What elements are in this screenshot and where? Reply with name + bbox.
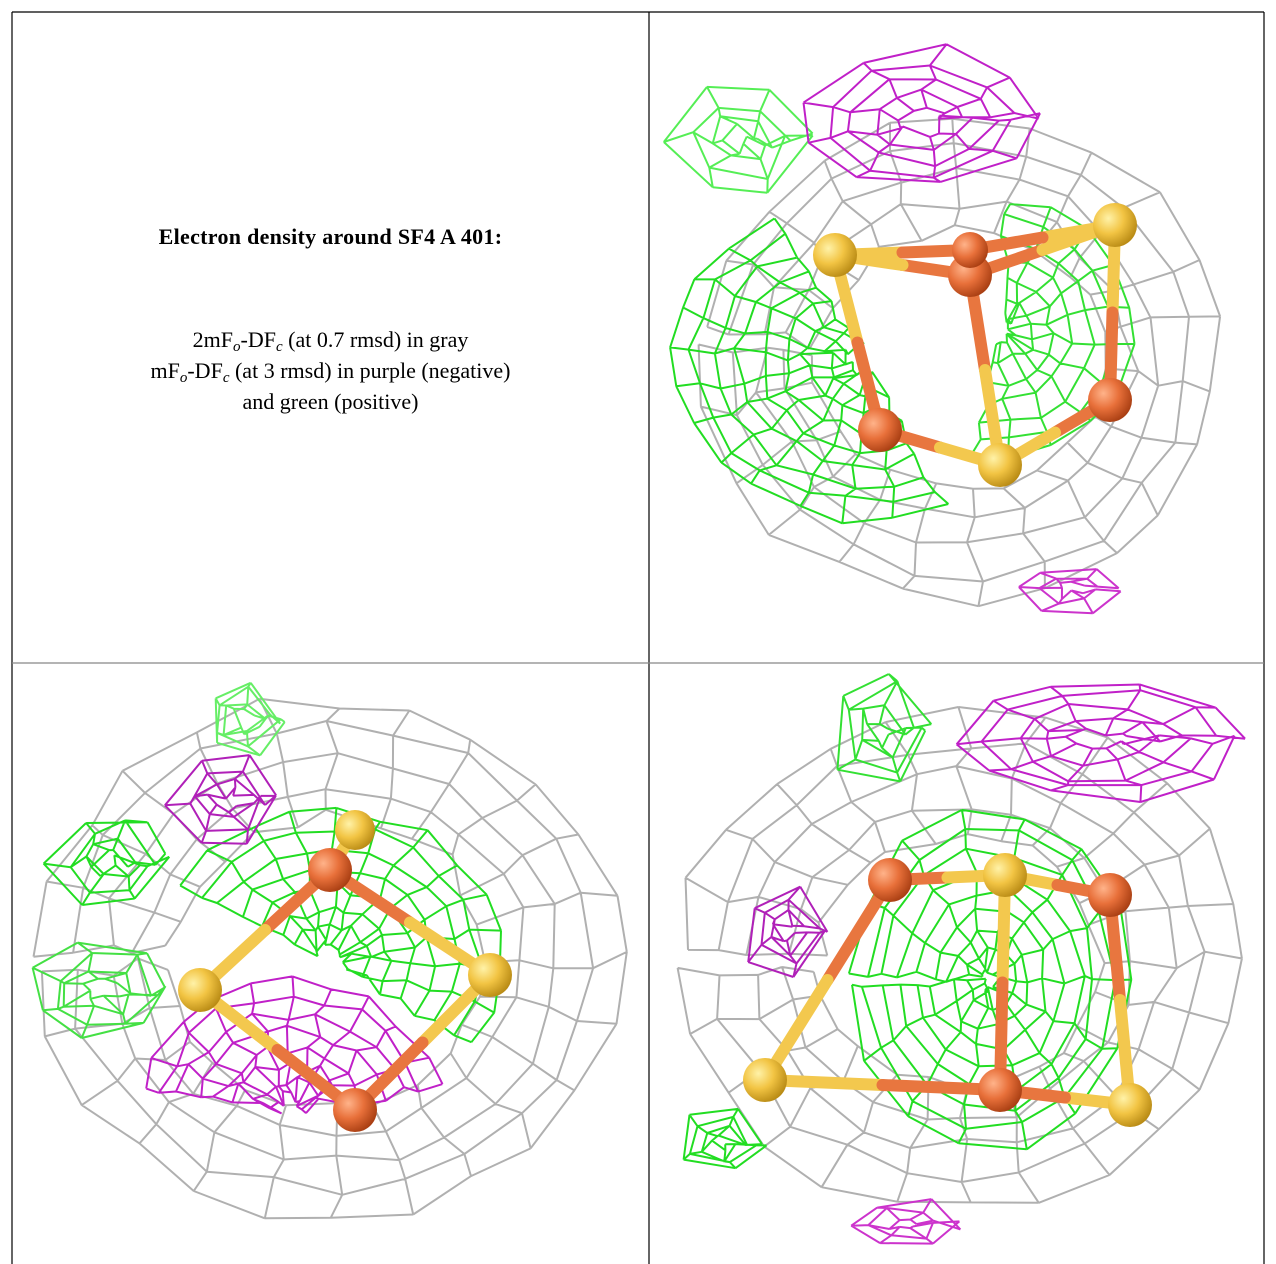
- atom: [978, 1068, 1022, 1112]
- density-mesh: [1018, 568, 1122, 615]
- text-run: 2mF: [192, 327, 233, 352]
- atom: [868, 858, 912, 902]
- subscript: o: [233, 339, 241, 355]
- text-run: mF: [150, 358, 180, 383]
- atom: [1088, 378, 1132, 422]
- density-mesh: [214, 681, 286, 757]
- text-run: (at 0.7 rmsd) in gray: [282, 327, 469, 352]
- density-mesh: [955, 683, 1246, 803]
- atom: [1093, 203, 1137, 247]
- density-mesh: [164, 754, 277, 845]
- caption-title: Electron density around SF4 A 401:: [158, 224, 503, 249]
- atom: [858, 408, 902, 452]
- atom: [1088, 873, 1132, 917]
- caption-cell: Electron density around SF4 A 401: 2mFo-…: [12, 12, 649, 663]
- density-mesh: [42, 819, 171, 906]
- subscript: o: [179, 370, 188, 386]
- density-renders: [31, 43, 1246, 1245]
- atom: [178, 968, 222, 1012]
- density-mesh: [836, 673, 933, 783]
- table-borders: [11, 11, 1265, 1264]
- density-mesh: [850, 1198, 962, 1245]
- atom: [978, 443, 1022, 487]
- atom: [813, 233, 857, 277]
- caption-line: 2mFo-DFc (at 0.7 rmsd) in gray: [12, 324, 649, 355]
- atom: [983, 853, 1027, 897]
- caption-line: mFo-DFc (at 3 rmsd) in purple (negative): [12, 355, 649, 386]
- atom: [952, 232, 988, 268]
- text-run: and green (positive): [242, 389, 419, 414]
- subscript: c: [275, 339, 283, 355]
- density-mesh: [682, 1107, 768, 1170]
- atom: [308, 848, 352, 892]
- density-mesh: [663, 85, 814, 194]
- density-mesh: [31, 941, 167, 1039]
- text-run: (at 3 rmsd) in purple (negative): [229, 358, 511, 383]
- subscript: c: [222, 370, 230, 386]
- text-run: -DF: [187, 358, 223, 383]
- density-mesh: [697, 117, 1222, 608]
- render: [676, 673, 1246, 1245]
- render: [663, 43, 1222, 615]
- caption-lines: 2mFo-DFc (at 0.7 rmsd) in gray mFo-DFc (a…: [12, 324, 649, 417]
- density-mesh: [847, 808, 1133, 1151]
- render: [31, 681, 628, 1220]
- density-mesh: [802, 43, 1041, 183]
- density-mesh: [747, 885, 829, 978]
- atom: [333, 1088, 377, 1132]
- caption-line: and green (positive): [12, 386, 649, 417]
- text-run: -DF: [240, 327, 276, 352]
- atom: [1108, 1083, 1152, 1127]
- atom: [743, 1058, 787, 1102]
- atom: [335, 810, 375, 850]
- density-mesh: [32, 697, 628, 1220]
- atom: [468, 953, 512, 997]
